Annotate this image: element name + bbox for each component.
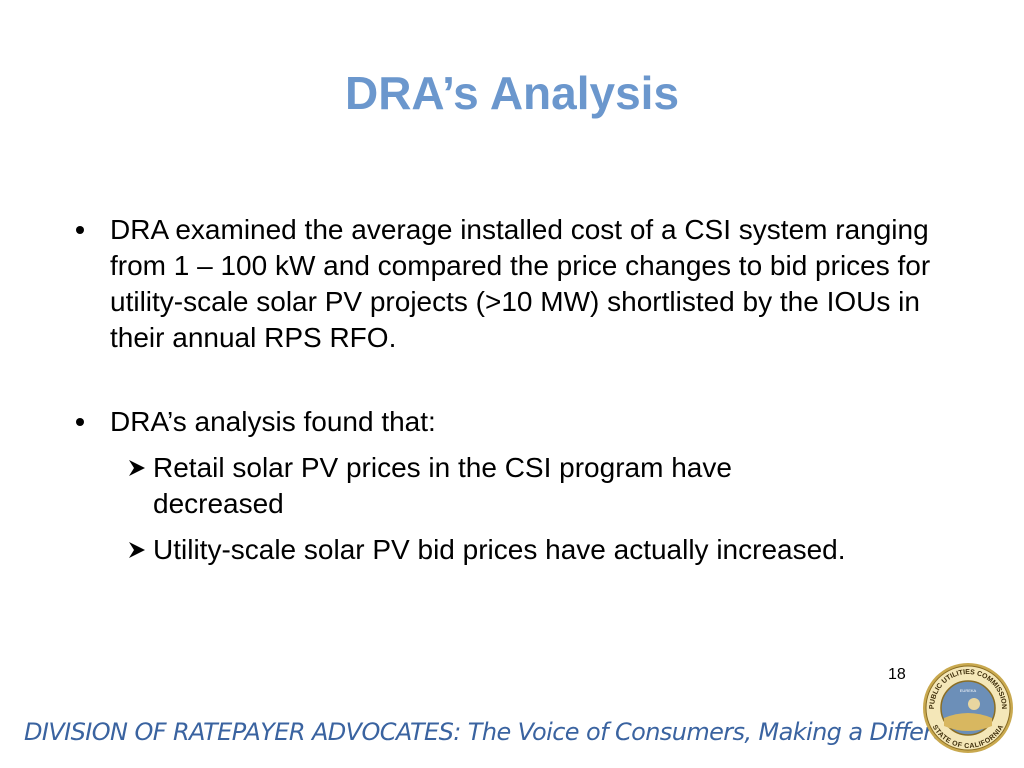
sub-bullet-text: Retail solar PV prices in the CSI progra… bbox=[153, 452, 732, 519]
bullet-text: DRA’s analysis found that: bbox=[110, 406, 436, 437]
arrow-marker bbox=[129, 460, 145, 476]
slide-title: DRA’s Analysis bbox=[344, 67, 680, 119]
page-number: 18 bbox=[888, 666, 906, 683]
sub-bullet: Utility-scale solar PV bid prices have a… bbox=[129, 532, 865, 568]
sub-bullet: Retail solar PV prices in the CSI progra… bbox=[129, 450, 865, 522]
arrow-marker bbox=[129, 542, 145, 558]
bullet-dot bbox=[76, 418, 84, 426]
bullet: DRA’s analysis found that: bbox=[76, 404, 972, 440]
seal: PUBLIC UTILITIES COMMISSION STATE OF CAL… bbox=[923, 663, 1013, 753]
seal-motto: EUREKA bbox=[960, 688, 977, 693]
bullet: DRA examined the average installed cost … bbox=[76, 212, 972, 356]
sub-bullet-text: Utility-scale solar PV bid prices have a… bbox=[153, 534, 846, 565]
bullet-dot bbox=[76, 226, 84, 234]
footer: DIVISION OF RATEPAYER ADVOCATES: The Voi… bbox=[24, 718, 998, 746]
bullet-text: DRA examined the average installed cost … bbox=[110, 214, 931, 353]
